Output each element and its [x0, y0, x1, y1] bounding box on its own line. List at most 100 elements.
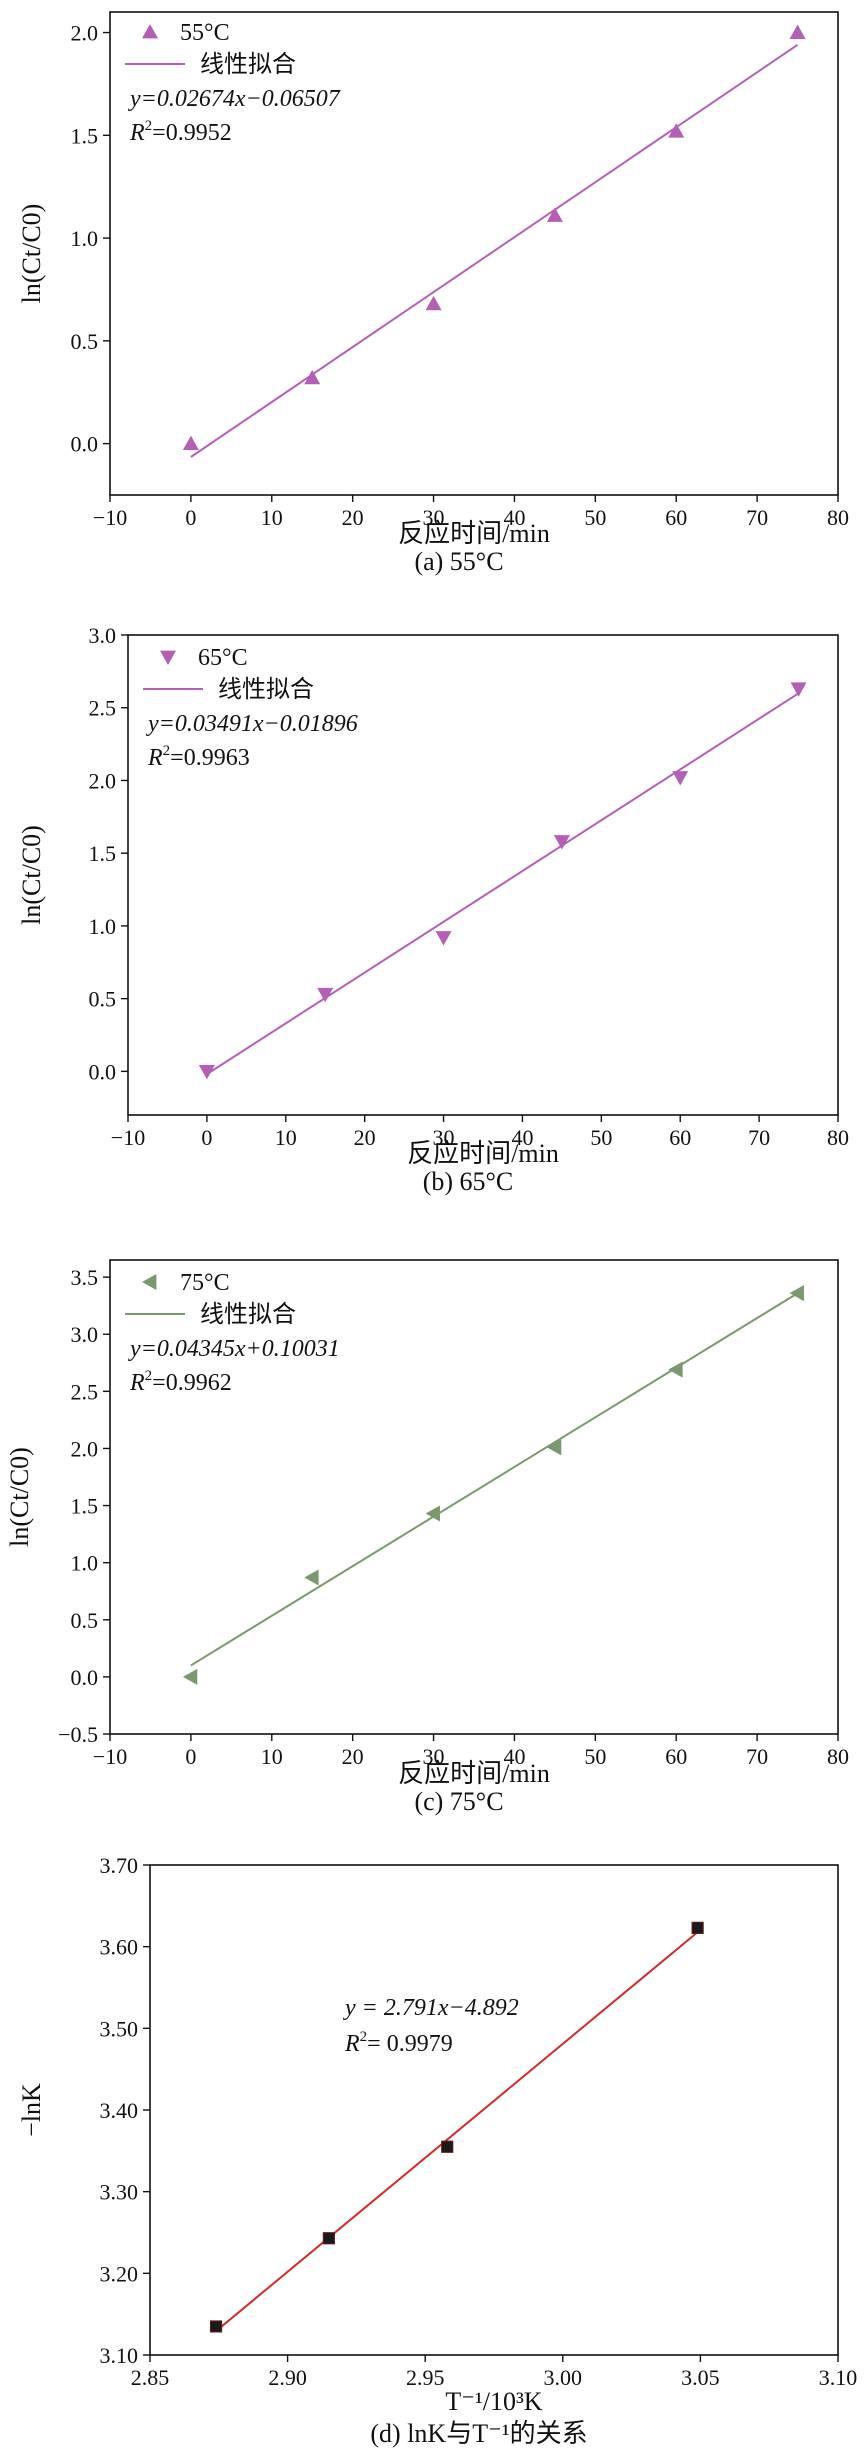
- x-tick-label: 70: [748, 1125, 770, 1150]
- x-tick-label: 30: [423, 505, 445, 530]
- y-tick-label: 0.0: [71, 1665, 99, 1690]
- plot-frame: [149, 1864, 839, 2356]
- data-point: [322, 2232, 335, 2245]
- panel-caption: (b) 65°C: [423, 1167, 514, 1196]
- x-tick-label: 2.90: [268, 2365, 307, 2390]
- y-tick-label: 3.0: [71, 1322, 99, 1347]
- y-axis-label: ln(Ct/C0): [17, 204, 46, 304]
- y-tick-label: −0.5: [58, 1722, 98, 1747]
- x-tick-label: 40: [503, 1744, 525, 1769]
- legend-series-label: 75°C: [180, 1270, 230, 1296]
- x-tick-label: 30: [423, 1744, 445, 1769]
- x-tick-label: 3.00: [544, 2365, 583, 2390]
- x-tick-label: 50: [584, 1744, 606, 1769]
- data-point: [789, 24, 806, 39]
- r-squared-value: =0.9963: [170, 745, 250, 771]
- y-tick-label: 0.0: [89, 1059, 117, 1084]
- data-point: [668, 1361, 683, 1378]
- fit-line: [206, 692, 800, 1075]
- x-tick-label: 10: [275, 1125, 297, 1150]
- data-point: [317, 987, 334, 1003]
- data-point: [553, 835, 570, 850]
- y-tick-label: 2.5: [89, 696, 117, 721]
- x-axis-label: 反应时间/min: [398, 1759, 550, 1788]
- data-point: [789, 1285, 804, 1302]
- x-tick-label: 60: [665, 505, 687, 530]
- y-tick-label: 1.0: [71, 226, 99, 251]
- chart-panel-2: −10 0 10 20 30 40 50 60 70 80 0.0 0.5 1.0 1.5 2.0 2.5 3.…: [17, 623, 849, 1196]
- y-tick-label: 3.10: [100, 2343, 139, 2368]
- x-tick-label: 0: [185, 505, 196, 530]
- legend-fit-label: 线性拟合: [200, 51, 296, 78]
- y-axis-label: ln(Ct/C0): [17, 825, 46, 925]
- data-point: [668, 123, 685, 138]
- r-squared-value: =0.9962: [152, 1370, 232, 1396]
- x-axis-label: 反应时间/min: [407, 1139, 559, 1168]
- x-tick-label: 20: [342, 1744, 364, 1769]
- r-squared: R2=0.9963: [147, 743, 250, 771]
- data-point: [209, 2320, 223, 2333]
- y-tick-label: 3.0: [89, 623, 117, 648]
- x-tick-label: 80: [827, 505, 849, 530]
- x-tick-label: 30: [433, 1125, 455, 1150]
- plot-frame: [127, 634, 839, 1116]
- panel-caption: (d) lnK与T⁻¹的关系: [370, 2419, 587, 2448]
- legend-marker: [142, 24, 158, 39]
- legend-fit-label: 线性拟合: [200, 1301, 296, 1328]
- chart-panel-1: −10 0 10 20 30 40 50 60 70 80 0.0 0.5 1.0 1.5 2.0 反应时间/…: [17, 11, 849, 576]
- x-tick-label: 40: [503, 505, 525, 530]
- x-tick-label: 80: [827, 1744, 849, 1769]
- x-tick-label: 70: [746, 1744, 768, 1769]
- legend-series-label: 55°C: [180, 20, 230, 46]
- x-tick-label: 20: [354, 1125, 376, 1150]
- x-tick-label: 60: [665, 1744, 687, 1769]
- y-axis-label: ln(Ct/C0): [5, 1447, 34, 1547]
- x-tick-label: 40: [511, 1125, 533, 1150]
- x-tick-label: 10: [261, 505, 283, 530]
- fit-equation: y=0.04345x+0.10031: [128, 1336, 340, 1362]
- x-tick-label: −10: [93, 1744, 127, 1769]
- r-squared-symbol: R: [129, 1370, 145, 1396]
- r-squared: R2=0.9952: [129, 118, 232, 146]
- x-tick-label: 70: [746, 505, 768, 530]
- fit-equation: y=0.03491x−0.01896: [146, 711, 358, 737]
- fit-equation: y=0.02674x−0.06507: [128, 86, 341, 112]
- y-tick-label: 3.20: [100, 2261, 139, 2286]
- plot-frame: [109, 11, 839, 496]
- y-tick-label: 3.30: [100, 2180, 139, 2205]
- x-tick-label: 80: [827, 1125, 849, 1150]
- y-tick-label: 0.5: [71, 1608, 99, 1633]
- x-tick-label: 0: [201, 1125, 212, 1150]
- x-tick-label: −10: [111, 1125, 145, 1150]
- y-tick-label: 2.5: [71, 1379, 99, 1404]
- x-tick-label: 50: [590, 1125, 612, 1150]
- data-point: [790, 682, 807, 697]
- r-squared-superscript: 2: [145, 118, 153, 134]
- y-axis-label: −lnK: [17, 2083, 46, 2137]
- x-axis-label: 反应时间/min: [398, 519, 550, 548]
- r-squared: R2= 0.9979: [344, 2029, 453, 2057]
- x-tick-label: 60: [669, 1125, 691, 1150]
- fit-line: [190, 1292, 799, 1667]
- y-tick-label: 0.5: [71, 329, 99, 354]
- y-tick-label: 2.0: [71, 21, 99, 46]
- x-tick-label: 2.85: [131, 2365, 170, 2390]
- y-tick-label: 3.5: [71, 1265, 99, 1290]
- y-tick-label: 1.0: [71, 1551, 99, 1576]
- r-squared-superscript: 2: [145, 1368, 153, 1384]
- chart-panel-4: 2.85 2.90 2.95 3.00 3.05 3.10 3.10 3.20 3.30 3.40…: [17, 1853, 857, 2448]
- data-point: [425, 1505, 440, 1522]
- y-tick-label: 1.5: [71, 1494, 99, 1519]
- panel-caption: (a) 55°C: [414, 547, 503, 576]
- y-tick-label: 2.0: [71, 1436, 99, 1461]
- data-point: [546, 1439, 562, 1456]
- y-tick-label: 2.0: [89, 768, 117, 793]
- x-tick-label: −10: [93, 505, 127, 530]
- x-tick-label: 3.10: [819, 2365, 858, 2390]
- chart-panel-3: −10 0 10 20 30 40 50 60 70 80 −0.5 0.0 0.5 1.0 1.5 2.0 2…: [5, 1259, 849, 1816]
- y-tick-label: 1.5: [71, 123, 99, 148]
- legend-fit-label: 线性拟合: [218, 676, 314, 703]
- x-tick-label: 50: [584, 505, 606, 530]
- r-squared-symbol: R: [129, 120, 145, 146]
